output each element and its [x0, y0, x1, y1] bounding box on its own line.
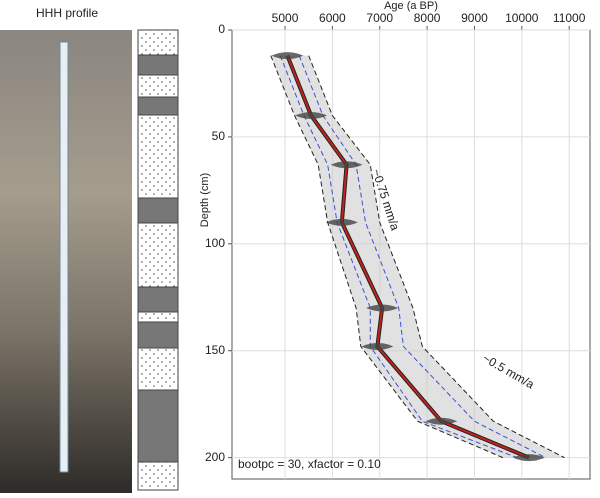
y-tick-label: 150 [205, 343, 225, 357]
measuring-rod [59, 41, 69, 473]
x-tick-label: 8000 [414, 11, 441, 25]
date-distribution [425, 417, 458, 425]
date-distribution [366, 304, 399, 312]
y-tick-label: 50 [212, 129, 226, 143]
settings-note: bootpc = 30, xfactor = 0.10 [238, 457, 381, 471]
date-distribution [325, 218, 358, 226]
y-axis-label: Depth (cm) [199, 173, 211, 227]
date-distribution [295, 112, 328, 120]
range-line [270, 55, 504, 459]
profile-title: HHH profile [36, 6, 98, 20]
y-tick-label: 200 [205, 450, 225, 464]
uncertainty-envelope [270, 55, 565, 458]
x-tick-label: 6000 [319, 11, 346, 25]
x-tick-label: 9000 [461, 11, 488, 25]
range-line [279, 55, 518, 459]
date-distribution [330, 161, 363, 169]
date-distribution [361, 342, 394, 350]
mean-line [286, 55, 530, 459]
x-axis-label: Age (a BP) [384, 0, 438, 12]
range-line [298, 55, 546, 459]
date-distribution [512, 454, 545, 462]
x-tick-label: 10000 [505, 11, 539, 25]
x-tick-label: 11000 [553, 11, 586, 25]
strat-column [137, 29, 179, 491]
y-tick-label: 100 [205, 236, 225, 250]
range-line [308, 55, 565, 459]
y-tick-label: 0 [218, 22, 225, 36]
x-tick-label: 5000 [272, 11, 299, 25]
date-distribution [271, 52, 304, 60]
x-tick-label: 7000 [366, 11, 393, 25]
